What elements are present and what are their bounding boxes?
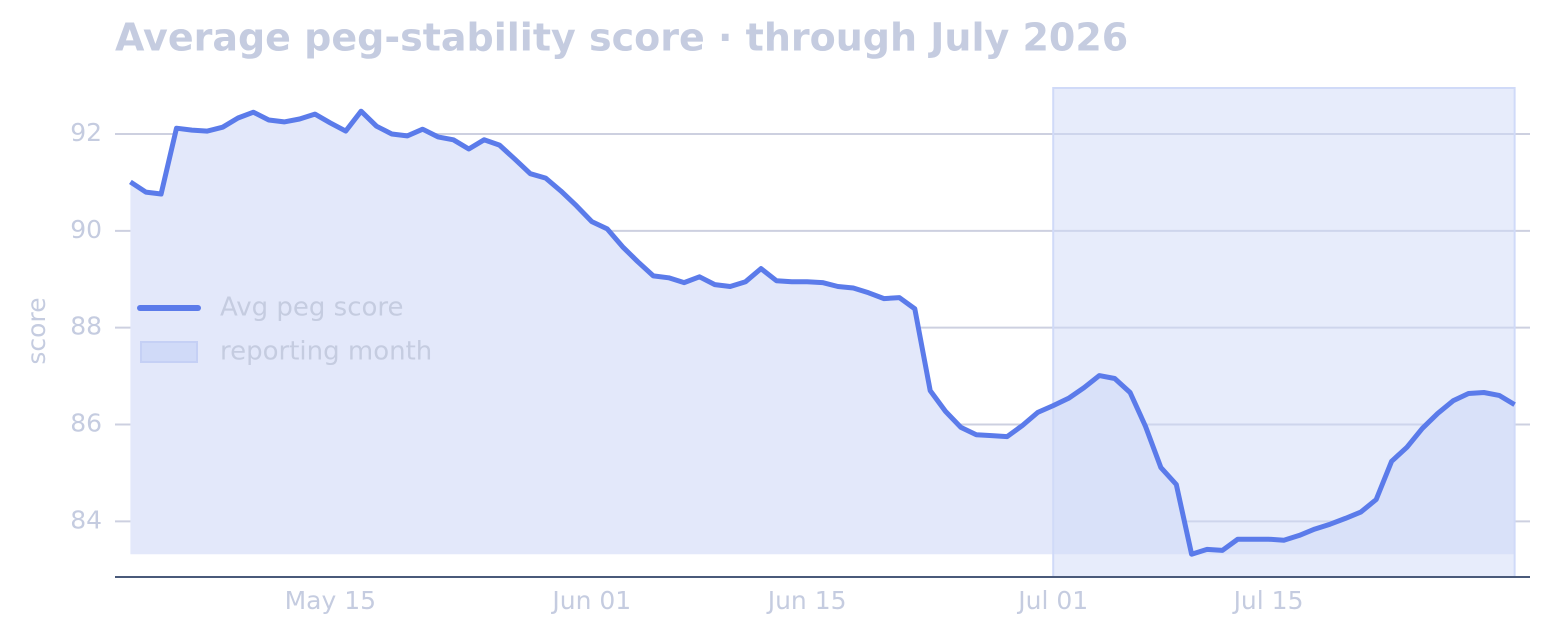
legend-label: reporting month [220, 337, 432, 367]
area [130, 111, 1515, 555]
y-tick-label: 90 [70, 215, 102, 244]
line [129, 108, 1516, 557]
shaded-span [1052, 87, 1516, 578]
x-tick-label: May 15 [285, 586, 376, 615]
y-tick-label: 92 [70, 118, 102, 147]
x-tick-label: Jul 15 [1232, 586, 1304, 615]
x-tick-label: Jun 15 [766, 586, 847, 615]
y-tick-label: 88 [70, 312, 102, 341]
legend-label: Avg peg score [220, 293, 404, 323]
y-tick-label: 84 [70, 505, 102, 534]
y-axis-label: score [22, 297, 51, 364]
y-tick-label: 86 [70, 408, 102, 437]
x-tick-label: Jun 01 [550, 586, 631, 615]
x-tick-label: Jul 01 [1016, 586, 1088, 615]
legend-swatch [140, 341, 198, 363]
chart-title: Average peg-stability score · through Ju… [115, 16, 1128, 60]
